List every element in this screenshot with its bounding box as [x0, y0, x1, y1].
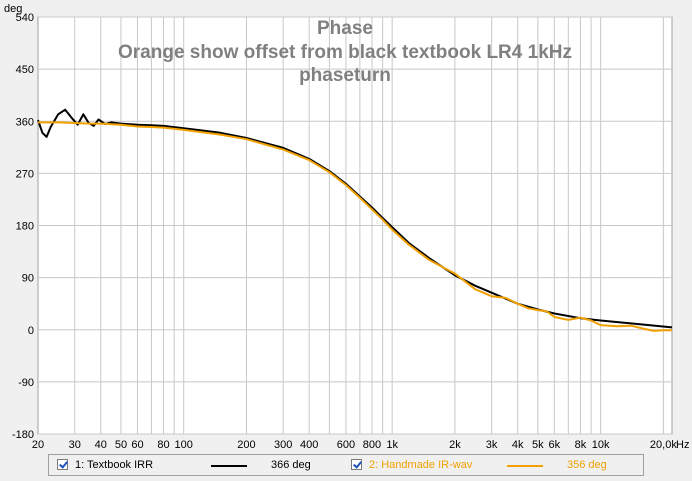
- x-tick-label: 100: [175, 439, 193, 451]
- x-tick-label: 50: [115, 439, 127, 451]
- series-2-value: 356 deg: [567, 459, 607, 471]
- x-tick-label: 1k: [386, 439, 398, 451]
- x-tick-label: 400: [300, 439, 318, 451]
- x-tick-label: 800: [363, 439, 381, 451]
- y-tick-label: 450: [16, 64, 34, 76]
- x-tick-label: 30: [69, 439, 81, 451]
- series-2-name: 2: Handmade IR-wav: [369, 459, 473, 471]
- series-2-checkbox[interactable]: [351, 459, 362, 470]
- x-tick-label: 5k: [532, 439, 544, 451]
- x-tick-label: 40: [95, 439, 107, 451]
- series-layer: [37, 108, 673, 332]
- chart-title: Phase Orange show offset from black text…: [118, 18, 572, 86]
- x-tick-labels: 20 30 40 50 60 80 100 200 300 400 600 800 1k 2k 3k 4k 5k…: [32, 439, 677, 451]
- x-tick-label: 4k: [512, 439, 524, 451]
- y-tick-label: 360: [16, 116, 34, 128]
- y-tick-label: 0: [28, 325, 34, 337]
- legend: 1: Textbook IRR 366 deg 2: Handmade IR-w…: [48, 454, 644, 476]
- series-1-name: 1: Textbook IRR: [75, 459, 154, 471]
- x-tick-label: 300: [274, 439, 292, 451]
- phase-chart: deg Hz 540 450 360 270 180 90 0 -90 -180 20 30 40 5…: [4, 3, 689, 451]
- x-tick-label: 600: [337, 439, 355, 451]
- y-tick-label: 90: [22, 273, 34, 285]
- y-axis-unit: deg: [4, 3, 22, 15]
- x-tick-label: 10k: [592, 439, 610, 451]
- y-tick-label: 270: [16, 168, 34, 180]
- x-tick-label: 8k: [575, 439, 587, 451]
- x-tick-label: 80: [157, 439, 169, 451]
- y-tick-label: -180: [12, 429, 34, 441]
- grid-lines: [38, 16, 672, 435]
- y-tick-label: 180: [16, 221, 34, 233]
- series-1-checkbox[interactable]: [57, 459, 68, 470]
- y-tick-label: 540: [16, 12, 34, 24]
- x-tick-label: 6k: [549, 439, 561, 451]
- x-tick-label: 200: [237, 439, 255, 451]
- x-tick-label: 2k: [449, 439, 461, 451]
- series-2-line: [38, 121, 672, 332]
- x-tick-label: 20,0k: [650, 439, 677, 451]
- x-tick-label: 20: [32, 439, 44, 451]
- series-2-swatch: [507, 465, 543, 467]
- series-1-swatch: [211, 465, 247, 467]
- x-axis-unit: Hz: [676, 439, 689, 451]
- series-1-value: 366 deg: [271, 459, 311, 471]
- y-tick-labels: 540 450 360 270 180 90 0 -90 -180: [12, 12, 34, 441]
- x-tick-label: 3k: [486, 439, 498, 451]
- x-tick-label: 60: [131, 439, 143, 451]
- y-tick-label: -90: [18, 377, 34, 389]
- title-line-2: Orange show offset from black textbook L…: [118, 42, 572, 63]
- title-line-1: Phase: [317, 18, 373, 39]
- title-line-3: phaseturn: [299, 65, 391, 86]
